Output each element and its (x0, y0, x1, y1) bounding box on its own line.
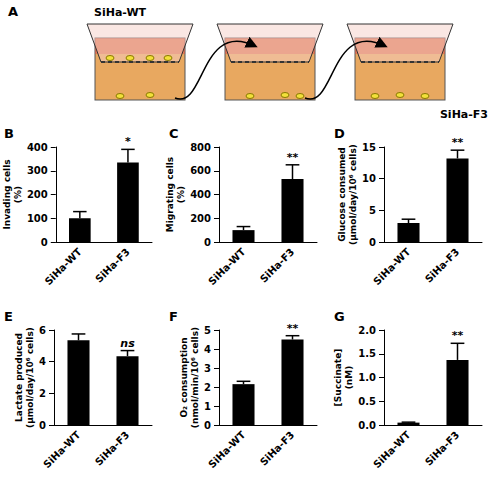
svg-text:200: 200 (190, 213, 211, 224)
svg-text:(µmol/day/10⁶ cells): (µmol/day/10⁶ cells) (25, 327, 35, 428)
svg-text:Glucose consumed: Glucose consumed (337, 147, 347, 242)
svg-text:SiHa-WT: SiHa-WT (206, 246, 247, 287)
svg-text:400: 400 (190, 189, 211, 200)
svg-text:3: 3 (204, 363, 211, 374)
svg-text:A: A (8, 4, 18, 19)
svg-text:**: ** (287, 322, 299, 335)
svg-text:**: ** (287, 151, 299, 164)
svg-text:(%): (%) (13, 186, 23, 203)
svg-text:(µmol/day/10⁶ cells): (µmol/day/10⁶ cells) (348, 144, 358, 245)
svg-text:F: F (169, 309, 178, 324)
svg-text:0: 0 (204, 237, 211, 248)
svg-text:SiHa-F3: SiHa-F3 (93, 429, 132, 468)
svg-text:1.0: 1.0 (358, 372, 376, 383)
svg-text:D: D (334, 126, 345, 141)
svg-text:5: 5 (369, 205, 376, 216)
svg-text:Migrating cells: Migrating cells (165, 157, 175, 232)
svg-text:**: ** (452, 329, 464, 342)
svg-text:SiHa-F3: SiHa-F3 (440, 108, 488, 121)
svg-text:Invading cells: Invading cells (2, 159, 12, 229)
svg-text:0: 0 (204, 420, 211, 431)
svg-text:(nM): (nM) (344, 366, 354, 390)
svg-text:10: 10 (362, 173, 376, 184)
svg-text:B: B (4, 126, 14, 141)
svg-text:O₂ consumption: O₂ consumption (179, 337, 189, 417)
svg-text:0: 0 (39, 420, 46, 431)
svg-text:800: 800 (190, 142, 211, 153)
svg-text:SiHa-WT: SiHa-WT (43, 246, 84, 287)
svg-text:SiHa-WT: SiHa-WT (371, 246, 412, 287)
svg-text:6: 6 (39, 325, 46, 336)
svg-text:2: 2 (39, 388, 46, 399)
svg-text:100: 100 (27, 213, 48, 224)
svg-text:0.5: 0.5 (358, 396, 376, 407)
svg-text:0.0: 0.0 (358, 420, 376, 431)
svg-text:4: 4 (204, 344, 211, 355)
svg-text:SiHa-WT: SiHa-WT (41, 429, 82, 470)
svg-text:SiHa-WT: SiHa-WT (371, 429, 412, 470)
svg-text:200: 200 (27, 189, 48, 200)
svg-text:300: 300 (27, 165, 48, 176)
svg-text:400: 400 (27, 142, 48, 153)
svg-text:**: ** (452, 136, 464, 149)
svg-text:SiHa-F3: SiHa-F3 (93, 246, 132, 285)
svg-text:E: E (4, 309, 13, 324)
svg-text:(%): (%) (176, 186, 186, 203)
svg-text:600: 600 (190, 165, 211, 176)
svg-text:SiHa-F3: SiHa-F3 (423, 246, 462, 285)
svg-text:2.0: 2.0 (358, 325, 376, 336)
svg-text:SiHa-F3: SiHa-F3 (258, 429, 297, 468)
svg-text:Lactate produced: Lactate produced (14, 333, 24, 422)
svg-text:0: 0 (369, 237, 376, 248)
svg-text:*: * (125, 135, 131, 148)
svg-text:G: G (334, 309, 345, 324)
svg-text:SiHa-F3: SiHa-F3 (258, 246, 297, 285)
svg-text:5: 5 (204, 325, 211, 336)
svg-text:1: 1 (204, 401, 211, 412)
svg-text:ns: ns (120, 337, 135, 350)
svg-text:1.5: 1.5 (358, 348, 376, 359)
svg-text:[Succinate]: [Succinate] (333, 349, 343, 407)
svg-text:SiHa-WT: SiHa-WT (206, 429, 247, 470)
svg-text:C: C (169, 126, 179, 141)
svg-text:(nmol/min/10⁶ cells): (nmol/min/10⁶ cells) (190, 327, 200, 428)
svg-text:4: 4 (39, 356, 46, 367)
svg-text:SiHa-F3: SiHa-F3 (423, 429, 462, 468)
svg-text:0: 0 (41, 237, 48, 248)
svg-text:15: 15 (362, 142, 376, 153)
svg-text:2: 2 (204, 382, 211, 393)
svg-text:SiHa-WT: SiHa-WT (94, 6, 147, 19)
